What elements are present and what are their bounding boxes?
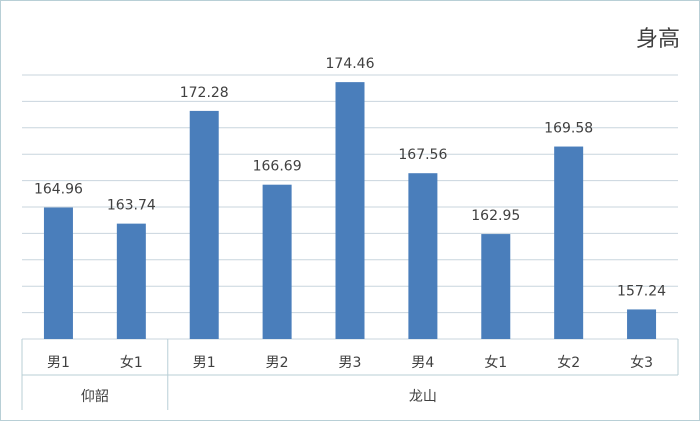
bar <box>481 234 511 339</box>
bar <box>554 146 584 339</box>
bar <box>408 173 438 339</box>
bar <box>262 184 292 339</box>
x-tick-label: 男1 <box>47 355 70 371</box>
x-tick-label: 男1 <box>193 355 216 371</box>
value-label: 157.24 <box>617 283 666 299</box>
x-tick-label: 女1 <box>120 354 143 371</box>
value-label: 164.96 <box>34 182 83 198</box>
value-label: 163.74 <box>107 198 156 214</box>
value-label: 162.95 <box>471 208 520 224</box>
x-tick-label: 女3 <box>630 354 653 371</box>
x-tick-label: 女1 <box>484 354 507 371</box>
bar <box>189 110 219 340</box>
bar <box>116 223 146 339</box>
x-tick-label: 女2 <box>557 354 580 371</box>
bar <box>627 309 657 339</box>
value-label: 167.56 <box>398 147 447 163</box>
x-tick-label: 男2 <box>266 355 289 371</box>
chart-title: 身高 <box>636 27 680 52</box>
value-label: 166.69 <box>253 159 302 175</box>
bar <box>335 82 365 340</box>
group-label: 仰韶 <box>81 389 109 405</box>
x-tick-label: 男3 <box>339 355 362 371</box>
value-label: 169.58 <box>544 121 593 137</box>
x-tick-label: 男4 <box>411 355 434 371</box>
bar <box>43 207 73 339</box>
value-label: 174.46 <box>326 56 375 72</box>
group-label: 龙山 <box>409 389 437 405</box>
value-label: 172.28 <box>180 85 229 101</box>
